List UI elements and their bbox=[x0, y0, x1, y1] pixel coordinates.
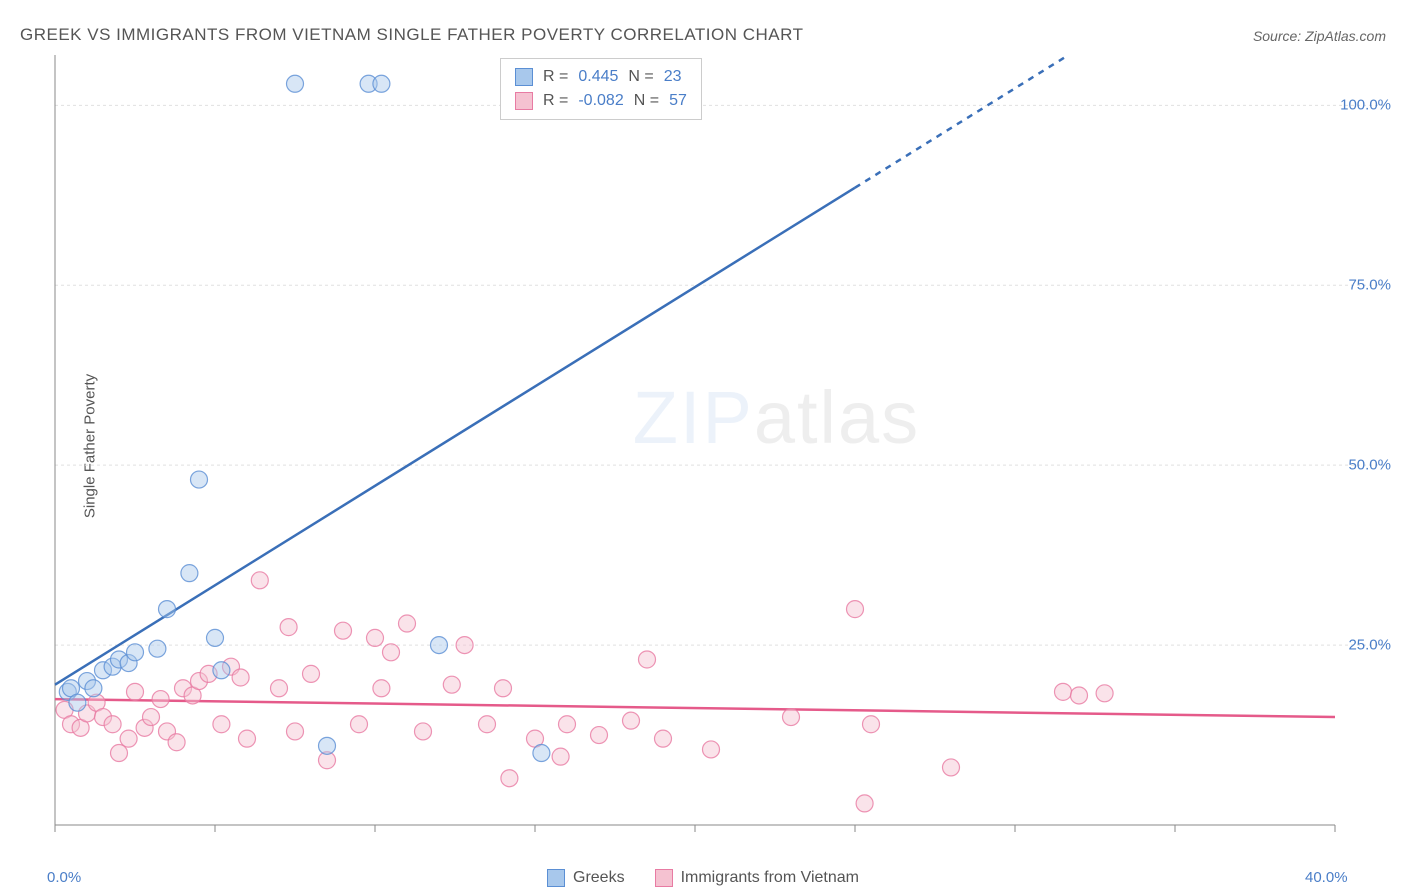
legend-n-label: N = bbox=[634, 89, 659, 113]
legend-row: R = 0.445 N = 23 bbox=[515, 65, 687, 89]
legend-swatch bbox=[515, 92, 533, 110]
legend-r-label: R = bbox=[543, 65, 568, 89]
legend-n-value: 23 bbox=[664, 65, 682, 89]
scatter-plot bbox=[55, 55, 1335, 825]
series-legend: Greeks Immigrants from Vietnam bbox=[547, 869, 859, 887]
series-label: Greeks bbox=[573, 869, 625, 887]
legend-swatch bbox=[655, 869, 673, 887]
series-legend-item: Immigrants from Vietnam bbox=[655, 869, 859, 887]
y-tick-label: 50.0% bbox=[1348, 457, 1391, 474]
legend-r-label: R = bbox=[543, 89, 568, 113]
y-tick-label: 100.0% bbox=[1340, 97, 1391, 114]
x-tick-label: 0.0% bbox=[47, 869, 81, 886]
series-legend-item: Greeks bbox=[547, 869, 625, 887]
x-tick-label: 40.0% bbox=[1305, 869, 1348, 886]
correlation-legend: R = 0.445 N = 23 R = -0.082 N = 57 bbox=[500, 58, 702, 120]
legend-n-value: 57 bbox=[669, 89, 687, 113]
chart-title: GREEK VS IMMIGRANTS FROM VIETNAM SINGLE … bbox=[20, 25, 803, 45]
legend-swatch bbox=[515, 68, 533, 86]
series-label: Immigrants from Vietnam bbox=[681, 869, 859, 887]
legend-r-value: 0.445 bbox=[578, 65, 618, 89]
legend-r-value: -0.082 bbox=[578, 89, 623, 113]
chart-container: GREEK VS IMMIGRANTS FROM VIETNAM SINGLE … bbox=[0, 0, 1406, 892]
source-attribution: Source: ZipAtlas.com bbox=[1253, 28, 1386, 44]
legend-swatch bbox=[547, 869, 565, 887]
y-tick-label: 75.0% bbox=[1348, 277, 1391, 294]
y-tick-label: 25.0% bbox=[1348, 637, 1391, 654]
legend-n-label: N = bbox=[628, 65, 653, 89]
legend-row: R = -0.082 N = 57 bbox=[515, 89, 687, 113]
